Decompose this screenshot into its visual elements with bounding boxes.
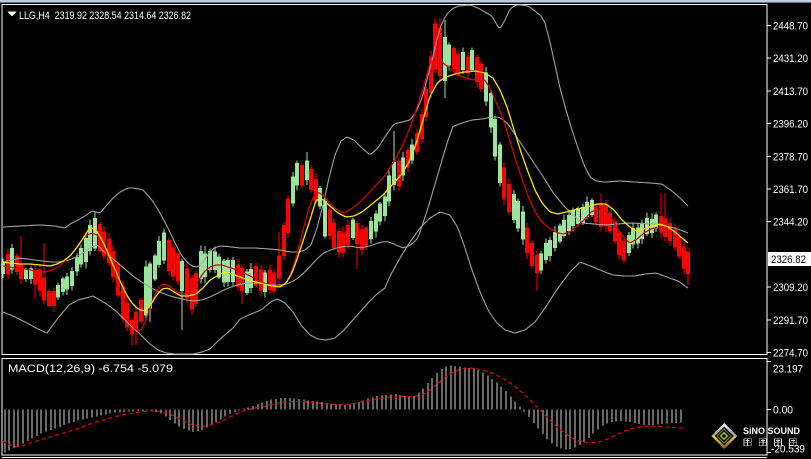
svg-text:LLG,H4 2319.92 2328.54 2314.6: LLG,H4 2319.92 2328.54 2314.64 2326.82: [19, 10, 191, 22]
svg-text:2309.20: 2309.20: [773, 282, 808, 294]
svg-text:2274.70: 2274.70: [773, 348, 808, 360]
svg-text:0.00: 0.00: [773, 405, 793, 417]
svg-text:2361.70: 2361.70: [773, 184, 808, 196]
svg-text:23.197: 23.197: [773, 364, 803, 376]
svg-text:2378.70: 2378.70: [773, 151, 808, 163]
svg-text:2396.20: 2396.20: [773, 119, 808, 131]
svg-text:2448.70: 2448.70: [773, 21, 808, 33]
svg-text:MACD(12,26,9) -6.754 -5.079: MACD(12,26,9) -6.754 -5.079: [8, 363, 173, 375]
svg-text:SiNO SOUND: SiNO SOUND: [743, 426, 800, 437]
svg-text:-20.539: -20.539: [771, 444, 805, 456]
svg-text:2291.70: 2291.70: [773, 315, 808, 327]
svg-text:2413.70: 2413.70: [773, 86, 808, 98]
svg-text:2344.20: 2344.20: [773, 217, 808, 229]
svg-text:2326.82: 2326.82: [771, 254, 806, 266]
svg-text:2431.20: 2431.20: [773, 53, 808, 65]
